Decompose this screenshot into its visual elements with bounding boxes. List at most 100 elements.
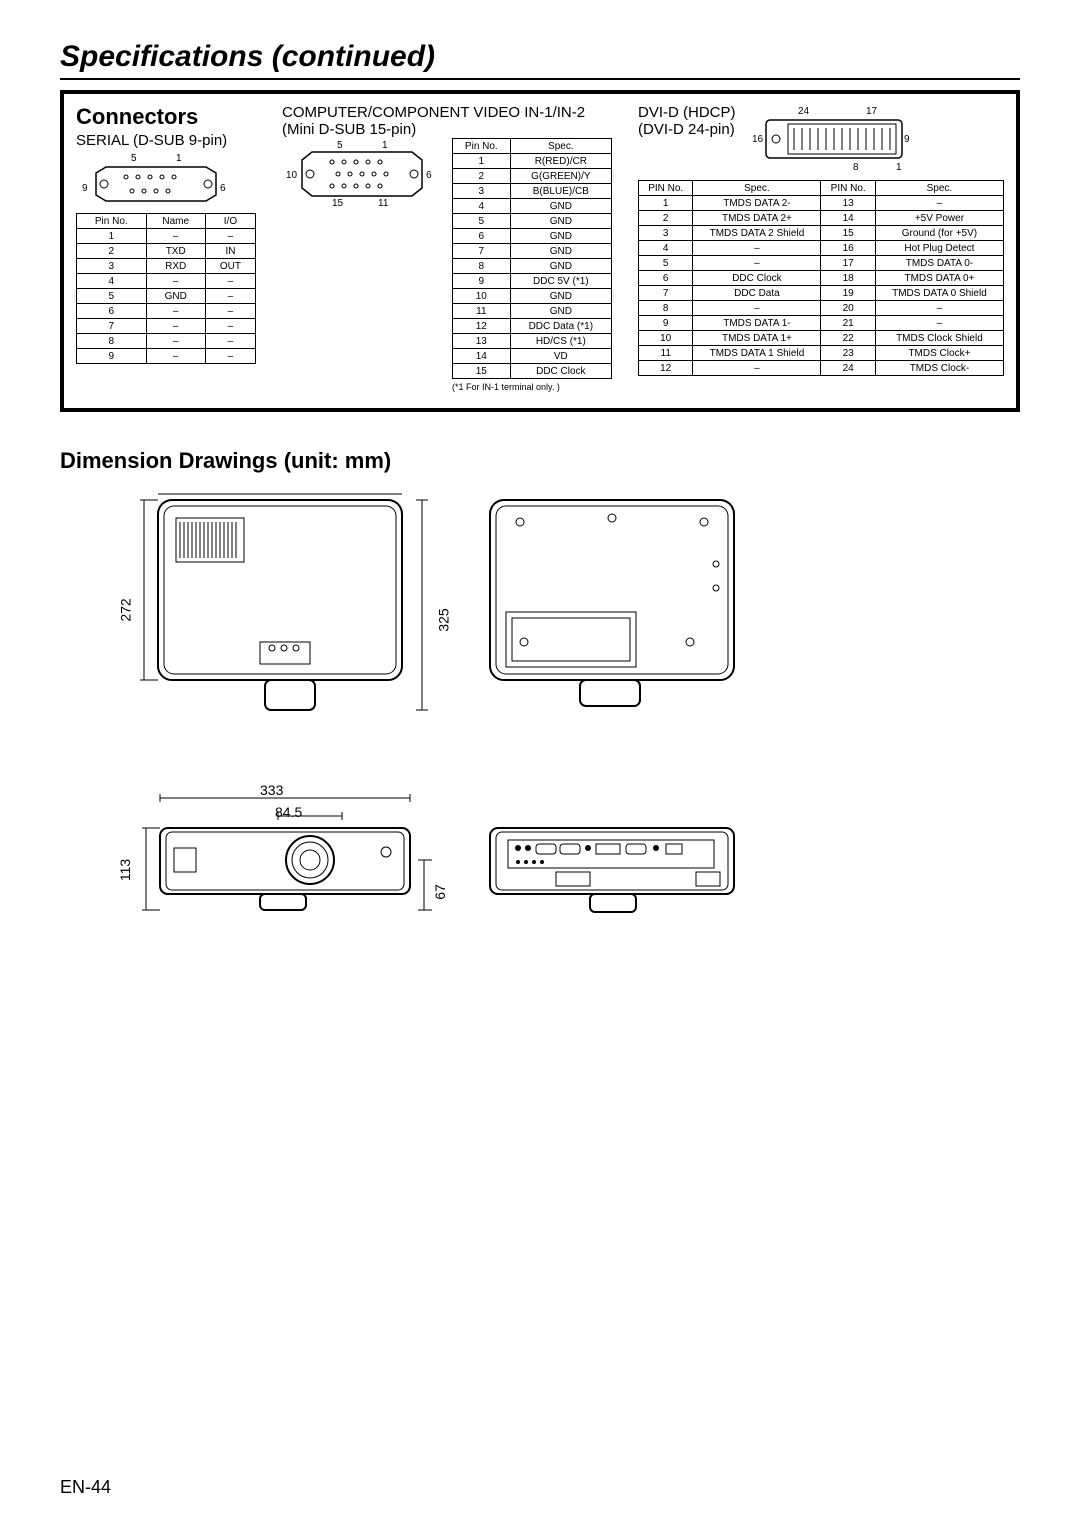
table-row: 3RXDOUT (77, 259, 256, 274)
table-cell: 5 (453, 214, 511, 229)
svg-text:1: 1 (176, 153, 182, 164)
table-row: 6DDC Clock18TMDS DATA 0+ (639, 271, 1004, 286)
table-cell: 13 (453, 334, 511, 349)
table-row: 8GND (453, 259, 612, 274)
table-row: 6GND (453, 229, 612, 244)
table-cell: – (205, 274, 255, 289)
table-cell: 24 (821, 361, 875, 376)
svg-text:6: 6 (426, 170, 432, 181)
dsub15-connector-diagram: 5 1 10 6 15 11 (282, 138, 442, 208)
th: Name (146, 214, 205, 229)
svg-text:10: 10 (286, 170, 298, 181)
component-pin-table: Pin No. Spec. 1R(RED)/CR2G(GREEN)/Y3B(BL… (452, 138, 612, 379)
table-cell: 5 (77, 289, 147, 304)
table-cell: G(GREEN)/Y (510, 169, 611, 184)
dvi-label2: (DVI-D 24-pin) (638, 121, 736, 138)
table-cell: 9 (639, 316, 693, 331)
svg-text:5: 5 (337, 140, 343, 151)
th: Pin No. (77, 214, 147, 229)
table-row: 2TMDS DATA 2+14+5V Power (639, 211, 1004, 226)
table-cell: 2 (77, 244, 147, 259)
table-cell: 7 (639, 286, 693, 301)
table-cell: 3 (639, 226, 693, 241)
svg-text:6: 6 (220, 183, 226, 194)
table-cell: GND (510, 214, 611, 229)
table-cell: GND (510, 304, 611, 319)
table-cell: 2 (453, 169, 511, 184)
table-row: 6–– (77, 304, 256, 319)
table-row: 4–– (77, 274, 256, 289)
table-cell: – (205, 334, 255, 349)
table-cell: 15 (821, 226, 875, 241)
svg-text:1: 1 (896, 162, 902, 173)
table-row: 12DDC Data (*1) (453, 319, 612, 334)
th: PIN No. (821, 181, 875, 196)
table-cell: 21 (821, 316, 875, 331)
table-row: 3B(BLUE)/CB (453, 184, 612, 199)
table-cell: TMDS DATA 2 Shield (693, 226, 821, 241)
table-cell: – (875, 316, 1003, 331)
table-cell: TMDS DATA 0 Shield (875, 286, 1003, 301)
table-cell: 3 (453, 184, 511, 199)
dim-113: 113 (117, 859, 133, 881)
table-row: 9TMDS DATA 1-21– (639, 316, 1004, 331)
table-row: 7GND (453, 244, 612, 259)
table-cell: 9 (453, 274, 511, 289)
front-view-drawing (130, 792, 440, 922)
table-row: 3TMDS DATA 2 Shield15Ground (for +5V) (639, 226, 1004, 241)
svg-text:9: 9 (82, 183, 88, 194)
serial-pin-table: Pin No. Name I/O 1––2TXDIN3RXDOUT4––5GND… (76, 213, 256, 364)
table-cell: TMDS DATA 1+ (693, 331, 821, 346)
rear-view-drawing (480, 822, 760, 922)
table-cell: TMDS DATA 1 Shield (693, 346, 821, 361)
dimension-drawings: 272 325 333 84.5 (60, 492, 1020, 1012)
table-row: 4–16Hot Plug Detect (639, 241, 1004, 256)
table-cell: – (205, 289, 255, 304)
table-row: 12–24TMDS Clock- (639, 361, 1004, 376)
table-cell: TMDS DATA 0+ (875, 271, 1003, 286)
table-row: 5GND– (77, 289, 256, 304)
table-cell: TMDS Clock+ (875, 346, 1003, 361)
table-cell: IN (205, 244, 255, 259)
svg-text:9: 9 (904, 134, 910, 145)
table-cell: – (875, 301, 1003, 316)
table-row: 5GND (453, 214, 612, 229)
table-row: 8–20– (639, 301, 1004, 316)
table-cell: 2 (639, 211, 693, 226)
svg-text:16: 16 (752, 134, 764, 145)
dvi-connector-diagram: 24 17 16 9 8 1 (748, 104, 918, 174)
table-cell: GND (510, 259, 611, 274)
table-cell: GND (510, 199, 611, 214)
table-row: 1R(RED)/CR (453, 154, 612, 169)
table-cell: 5 (639, 256, 693, 271)
dvi-pin-table: PIN No. Spec. PIN No. Spec. 1TMDS DATA 2… (638, 180, 1004, 376)
table-cell: TMDS DATA 1- (693, 316, 821, 331)
table-row: 5–17TMDS DATA 0- (639, 256, 1004, 271)
table-cell: 4 (77, 274, 147, 289)
table-cell: 6 (639, 271, 693, 286)
table-cell: HD/CS (*1) (510, 334, 611, 349)
connectors-frame: Connectors SERIAL (D-SUB 9-pin) 5 1 9 6 (60, 90, 1020, 412)
dimensions-heading: Dimension Drawings (unit: mm) (60, 448, 1020, 474)
table-cell: 11 (639, 346, 693, 361)
table-cell: – (693, 301, 821, 316)
table-cell: GND (510, 244, 611, 259)
table-cell: 23 (821, 346, 875, 361)
table-row: 7–– (77, 319, 256, 334)
table-cell: – (693, 241, 821, 256)
serial-label: SERIAL (D-SUB 9-pin) (76, 132, 266, 149)
table-row: 1TMDS DATA 2-13– (639, 196, 1004, 211)
table-cell: GND (510, 229, 611, 244)
table-cell: VD (510, 349, 611, 364)
table-cell: TMDS DATA 2- (693, 196, 821, 211)
table-row: 4GND (453, 199, 612, 214)
table-cell: 1 (77, 229, 147, 244)
table-cell: 10 (453, 289, 511, 304)
table-row: 10TMDS DATA 1+22TMDS Clock Shield (639, 331, 1004, 346)
table-cell: TMDS Clock Shield (875, 331, 1003, 346)
svg-text:17: 17 (866, 106, 878, 117)
table-row: 11GND (453, 304, 612, 319)
table-cell: – (205, 229, 255, 244)
bottom-view-drawing (480, 492, 760, 722)
table-cell: – (205, 349, 255, 364)
